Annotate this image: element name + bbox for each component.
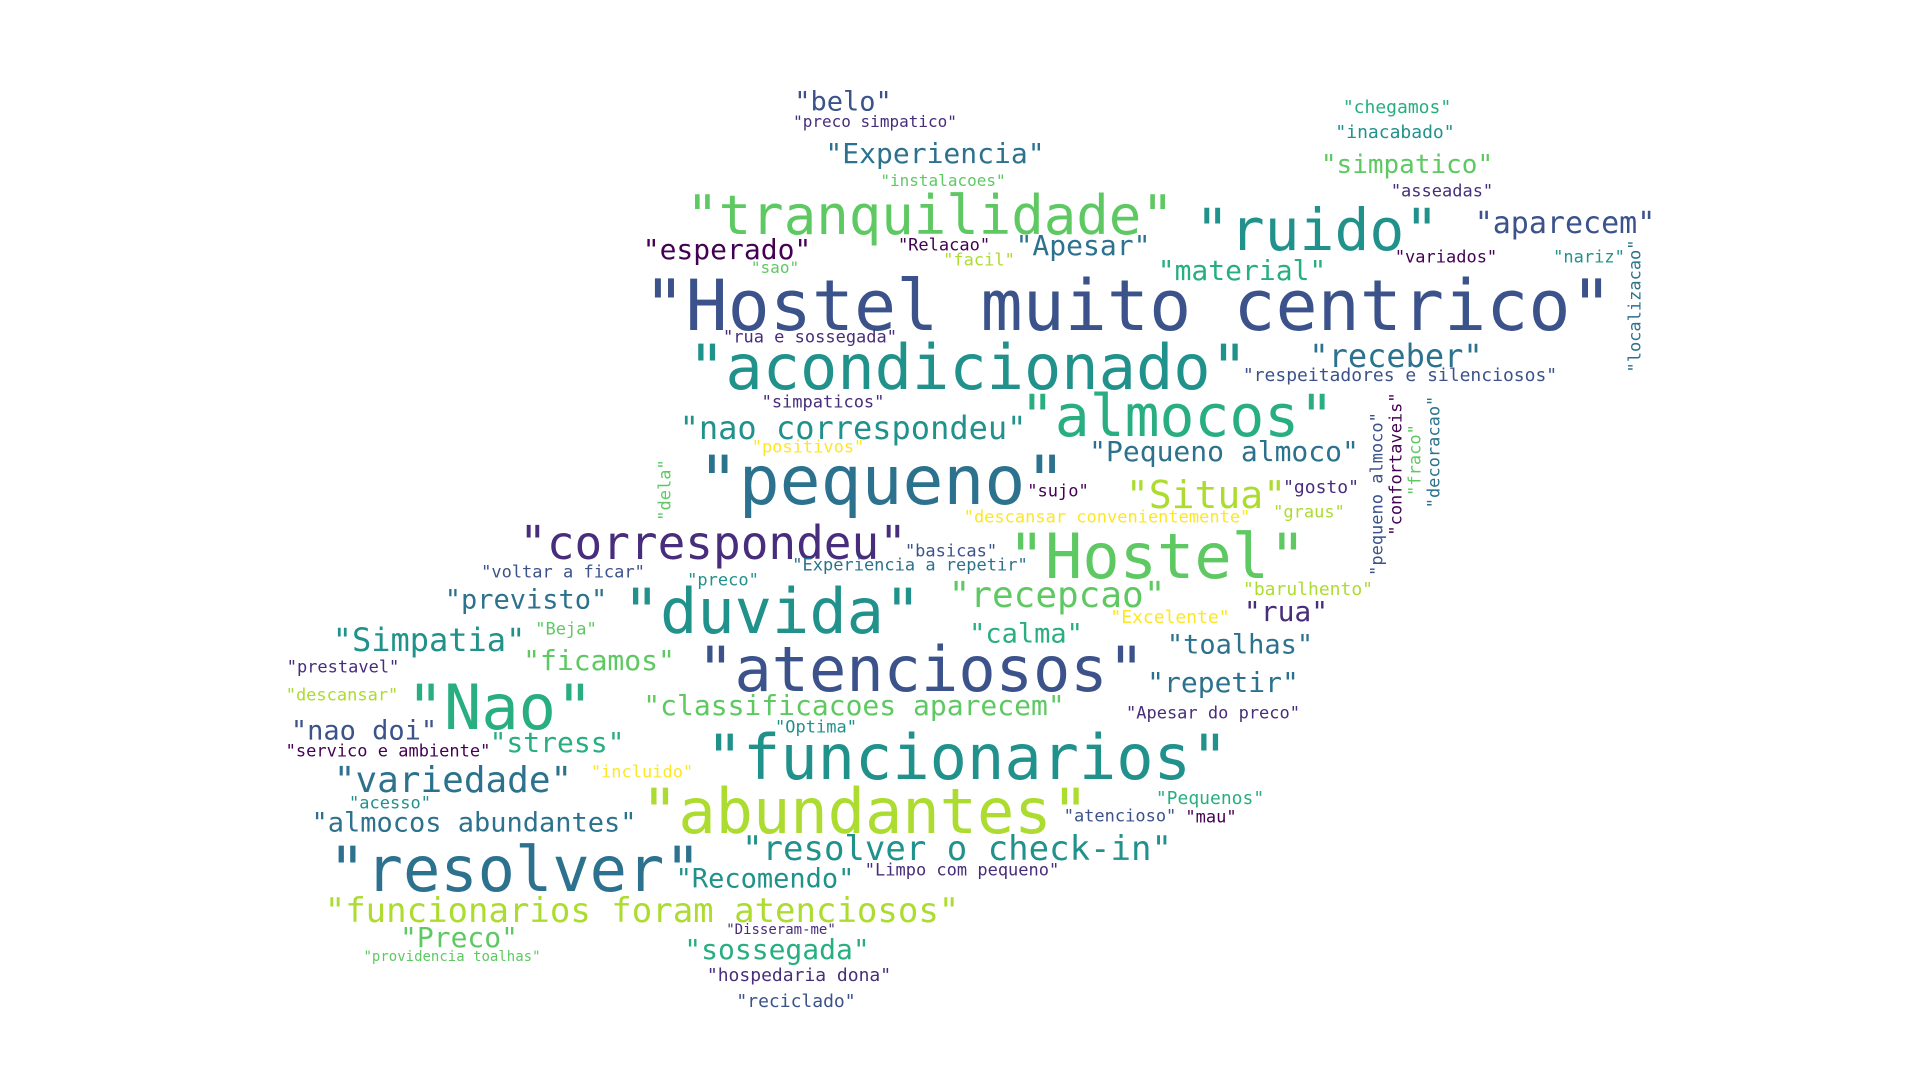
word: "decoracao" — [1424, 395, 1445, 509]
word: "Excelente" — [1110, 607, 1230, 628]
word: "Preco" — [399, 921, 519, 954]
word: "toalhas" — [1166, 629, 1314, 661]
word: "Experiencia a repetir" — [792, 555, 1028, 576]
word: "correspondeu" — [519, 516, 907, 570]
word: "variedade" — [333, 760, 573, 801]
word: "confortaveis" — [1386, 392, 1407, 536]
word: "Apesar do preco" — [1126, 703, 1300, 724]
word: "Situa" — [1125, 473, 1287, 517]
word: "sossegada" — [684, 933, 870, 966]
word: "funcionarios" — [705, 721, 1229, 794]
word: "reciclado" — [736, 991, 856, 1012]
word: "Nao" — [406, 671, 594, 744]
word: "calma" — [969, 618, 1083, 650]
word: "asseadas" — [1390, 181, 1494, 202]
word: "Hostel muito centrico" — [643, 265, 1613, 347]
word: "graus" — [1273, 502, 1345, 523]
word: "providencia toalhas" — [363, 949, 541, 965]
word: "ficamos" — [523, 644, 675, 677]
word: "receber" — [1309, 337, 1483, 375]
word: "chegamos" — [1342, 97, 1452, 118]
word: "almocos" — [1019, 382, 1335, 450]
word: "atencioso" — [1063, 806, 1177, 827]
word: "Hostel" — [1007, 520, 1307, 593]
word: "dela" — [655, 459, 676, 521]
word: "localizacao" — [1625, 239, 1646, 373]
word: "descansar convenientemente" — [963, 507, 1251, 528]
word: "instalacoes" — [880, 171, 1006, 190]
word: "nao doi" — [290, 715, 438, 747]
word: "basicas" — [904, 541, 998, 562]
word: "Recomendo" — [675, 863, 855, 895]
word: "Relacao" — [897, 235, 991, 256]
word: "pequeno" — [697, 442, 1067, 521]
word: "Limpo com pequeno" — [864, 860, 1060, 881]
word: "acondicionado" — [688, 331, 1248, 404]
word: "sao" — [750, 258, 800, 277]
word: "preco simpatico" — [793, 112, 957, 131]
word: "Disseram-me" — [726, 922, 836, 938]
word: "nariz" — [1553, 247, 1625, 268]
word: "abundantes" — [641, 775, 1089, 848]
word: "servico e ambiente" — [285, 741, 491, 762]
word: "pequeno almoco" — [1367, 412, 1388, 576]
word: "repetir" — [1147, 666, 1299, 699]
word: "funcionarios foram atenciosos" — [324, 891, 960, 931]
word: "simpaticos" — [761, 392, 885, 413]
word: "inacabado" — [1335, 122, 1455, 143]
word: "Pequenos" — [1155, 788, 1265, 809]
word: "Apesar" — [1015, 229, 1151, 262]
word: "facil" — [943, 250, 1015, 271]
word: "incluido" — [590, 762, 694, 783]
word: "Pequeno almoco" — [1089, 435, 1359, 468]
word: "barulhento" — [1242, 579, 1374, 600]
word: "esperado" — [642, 233, 812, 266]
word: "nao correspondeu" — [679, 409, 1027, 447]
word: "rua" — [1243, 595, 1329, 628]
word: "tranquilidade" — [686, 184, 1174, 247]
word: "positivos" — [751, 437, 865, 458]
word: "Experiencia" — [825, 137, 1045, 170]
word: "Beja" — [535, 619, 597, 640]
word: "fraco" — [1405, 424, 1426, 496]
word: "Optima" — [775, 717, 857, 738]
word: "respeitadores e silenciosos" — [1242, 365, 1558, 386]
word: "variados" — [1394, 247, 1498, 268]
word: "belo" — [794, 86, 892, 118]
word: "sujo" — [1027, 481, 1089, 502]
word: "recepcao" — [948, 575, 1166, 616]
word: "aparecem" — [1474, 206, 1656, 241]
word: "duvida" — [622, 575, 922, 648]
word: "prestavel" — [286, 657, 400, 678]
word: "simpatico" — [1320, 150, 1494, 180]
word: "hospedaria dona" — [706, 965, 892, 986]
word: "classificacoes aparecem" — [643, 689, 1065, 722]
word: "previsto" — [444, 584, 608, 616]
word: "descansar" — [285, 685, 399, 706]
word: "mau" — [1185, 807, 1237, 828]
word: "gosto" — [1283, 477, 1359, 498]
word: "ruido" — [1194, 196, 1440, 264]
word: "resolver" — [328, 833, 702, 906]
word: "almocos abundantes" — [311, 807, 637, 839]
word: "voltar a ficar" — [481, 562, 645, 583]
word: "material" — [1157, 254, 1327, 287]
word: "acesso" — [349, 793, 431, 814]
word: "Simpatia" — [332, 621, 526, 659]
word: "preco" — [687, 570, 759, 591]
word: "atenciosos" — [697, 633, 1145, 706]
word: "stress" — [489, 726, 625, 759]
word: "rua e sossegada" — [723, 327, 897, 348]
word: "resolver o check-in" — [742, 829, 1172, 869]
